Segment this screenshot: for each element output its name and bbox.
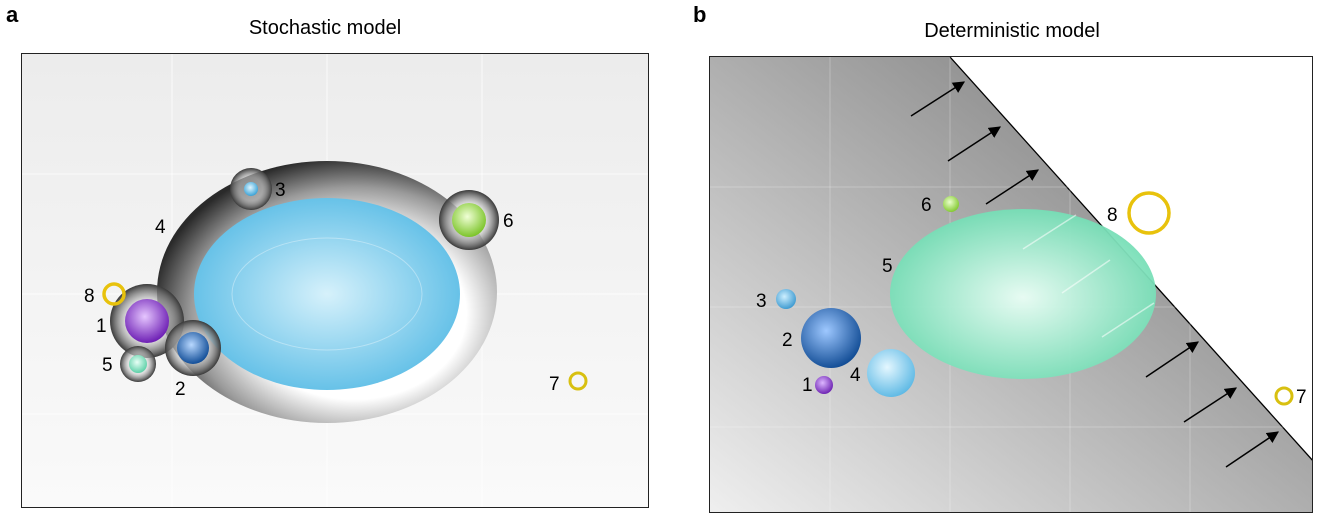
particle-2 xyxy=(177,332,209,364)
faint-arrows xyxy=(1022,214,1155,338)
particle-3 xyxy=(244,182,258,196)
particle-b-6 xyxy=(943,196,959,212)
ring-b-8 xyxy=(1127,191,1171,235)
ring-8 xyxy=(102,282,126,306)
label-b-7: 7 xyxy=(1296,387,1307,408)
label-b-6: 6 xyxy=(921,195,932,216)
panel-b-frame: 6 8 5 3 2 4 1 7 xyxy=(709,56,1313,513)
core-highlight xyxy=(231,237,423,351)
label-a-7: 7 xyxy=(549,374,560,395)
particle-b-3 xyxy=(776,289,796,309)
label-a-4: 4 xyxy=(155,217,166,238)
label-a-5: 5 xyxy=(102,355,113,376)
label-a-6: 6 xyxy=(503,211,514,232)
force-arrows xyxy=(910,81,1279,468)
panel-b-diagram xyxy=(710,57,1312,512)
panel-a-letter: a xyxy=(6,2,19,27)
panel-b-title: Deterministic model xyxy=(924,20,1100,42)
label-a-8: 8 xyxy=(84,286,95,307)
label-b-4: 4 xyxy=(850,365,861,386)
label-b-8: 8 xyxy=(1107,205,1118,226)
large-body-5 xyxy=(890,209,1156,379)
arrow xyxy=(1225,431,1279,468)
label-b-2: 2 xyxy=(782,330,793,351)
arrow xyxy=(910,81,966,117)
particle-b-1 xyxy=(815,376,833,394)
panel-a-diagram xyxy=(22,54,648,507)
arrow xyxy=(1145,341,1199,378)
label-b-3: 3 xyxy=(756,291,767,312)
central-core xyxy=(194,198,460,390)
panel-a-title: Stochastic model xyxy=(248,17,402,39)
particle-6 xyxy=(452,203,486,237)
particle-5 xyxy=(129,355,147,373)
particle-1 xyxy=(125,299,169,343)
label-b-5: 5 xyxy=(882,256,893,277)
arrow xyxy=(985,169,1040,205)
label-b-1: 1 xyxy=(802,375,813,396)
particle-b-2 xyxy=(801,308,861,368)
label-a-2: 2 xyxy=(175,379,186,400)
label-a-3: 3 xyxy=(275,180,286,201)
particle-b-4 xyxy=(867,349,915,397)
ring-b-7 xyxy=(1274,386,1294,406)
label-a-1: 1 xyxy=(96,316,107,337)
arrow xyxy=(1183,387,1238,423)
panel-a-frame: 3 4 6 8 1 5 2 7 xyxy=(21,53,649,508)
arrow xyxy=(947,126,1002,162)
ring-7 xyxy=(568,371,588,391)
panel-b-letter: b xyxy=(693,2,707,27)
